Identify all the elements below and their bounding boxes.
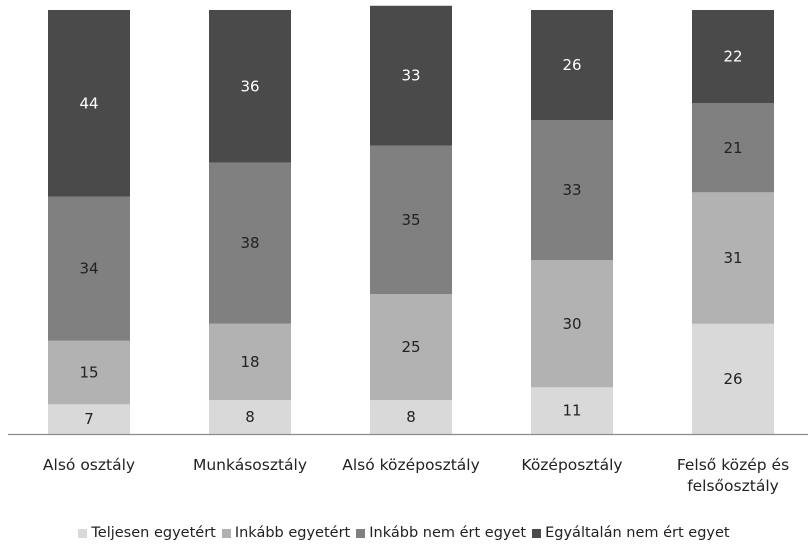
legend-swatch xyxy=(221,528,231,538)
legend-item: Inkább nem ért egyet xyxy=(356,525,526,541)
legend-swatch xyxy=(78,528,88,538)
bar-segment xyxy=(48,340,130,405)
bar-segment xyxy=(48,404,130,434)
bar-segment xyxy=(209,400,291,434)
legend-swatch xyxy=(532,528,542,538)
data-label: 18 xyxy=(240,353,259,371)
x-tick-label: Felső közép és felsőosztály xyxy=(677,456,789,495)
bar-segment xyxy=(370,5,452,146)
data-label: 26 xyxy=(562,56,581,74)
data-label: 7 xyxy=(84,410,94,428)
legend-label: Inkább nem ért egyet xyxy=(369,525,527,541)
bar-segment xyxy=(370,294,452,401)
x-tick-label: Alsó osztály xyxy=(43,456,135,474)
data-label: 38 xyxy=(240,234,259,252)
x-tick-label: Alsó középosztály xyxy=(342,456,480,474)
data-label: 31 xyxy=(723,249,742,267)
data-label: 21 xyxy=(723,139,742,157)
x-tick-label: Munkásosztály xyxy=(193,456,307,474)
legend-item: Teljesen egyetért xyxy=(78,525,216,541)
data-label: 8 xyxy=(245,408,255,426)
bar-segment xyxy=(209,162,291,324)
x-tick-label: Középosztály xyxy=(521,456,622,474)
data-label: 11 xyxy=(562,402,581,420)
bar-segment xyxy=(48,196,130,341)
data-label: 26 xyxy=(723,370,742,388)
legend-label: Egyáltalán nem ért egyet xyxy=(545,525,730,541)
data-label: 36 xyxy=(240,77,259,95)
bar-segment xyxy=(370,145,452,295)
legend-swatch xyxy=(356,528,366,538)
legend: Teljesen egyetért Inkább egyetért Inkább n… xyxy=(0,521,808,545)
bar-segment xyxy=(692,103,774,193)
bar-segment xyxy=(531,260,613,388)
bar-segment xyxy=(692,192,774,324)
bar-segment xyxy=(48,10,130,197)
data-label: 30 xyxy=(562,315,581,333)
data-label: 44 xyxy=(79,94,98,112)
bar-segment xyxy=(531,387,613,434)
bar-segment xyxy=(531,120,613,261)
bar-segment xyxy=(370,400,452,434)
data-label: 15 xyxy=(79,364,98,382)
data-label: 25 xyxy=(401,338,420,356)
data-label: 22 xyxy=(723,48,742,66)
data-label: 33 xyxy=(401,67,420,85)
bar-segment xyxy=(692,323,774,434)
legend-label: Teljesen egyetért xyxy=(91,525,216,541)
bar-segment xyxy=(209,323,291,401)
data-label: 34 xyxy=(79,260,98,278)
data-label: 35 xyxy=(401,211,420,229)
bar-segment xyxy=(531,10,613,121)
bar-segment xyxy=(692,10,774,104)
legend-label: Inkább egyetért xyxy=(234,525,351,541)
data-label: 8 xyxy=(406,408,416,426)
legend-item: Inkább egyetért xyxy=(221,525,351,541)
legend-item: Egyáltalán nem ért egyet xyxy=(532,525,730,541)
data-label: 33 xyxy=(562,181,581,199)
bar-segment xyxy=(209,10,291,163)
